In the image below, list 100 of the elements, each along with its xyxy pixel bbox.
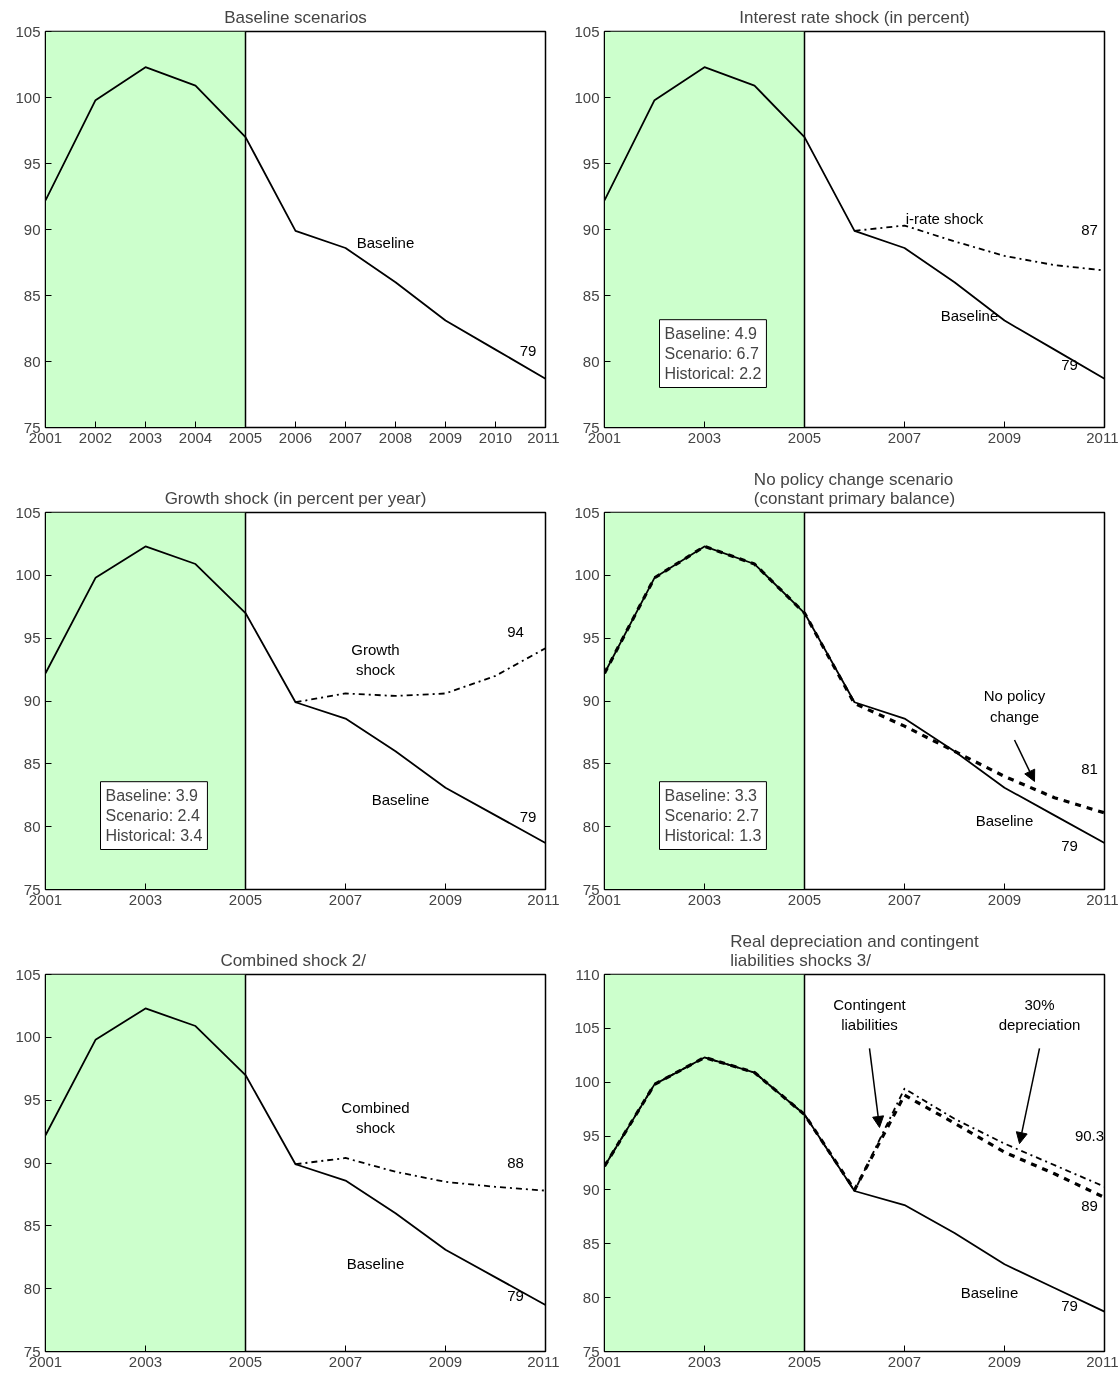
y-tick-label: 95 — [23, 629, 41, 647]
data-label: 94 — [507, 622, 524, 640]
y-tick-label: 105 — [15, 965, 41, 983]
x-tick-label: 2011 — [527, 890, 560, 908]
y-tick-label: 90 — [582, 692, 600, 709]
y-tick-label: 80 — [582, 1288, 600, 1306]
x-tick-label: 2003 — [128, 428, 163, 446]
y-tick-label: 105 — [574, 1019, 600, 1037]
annotation: Scenario: 2.4 — [105, 807, 200, 825]
series-label: Baseline — [371, 790, 430, 808]
x-tick-label: 2007 — [328, 428, 363, 446]
y-tick-label: 105 — [574, 22, 600, 40]
data-label: 79 — [519, 341, 537, 359]
x-tick-label: 2009 — [428, 1352, 463, 1370]
chart-title: Combined shock 2/ — [220, 950, 367, 970]
y-tick-label: 100 — [574, 566, 600, 584]
y-tick-label: 80 — [23, 352, 41, 370]
y-tick-label: 85 — [582, 1234, 600, 1252]
x-tick-label: 2007 — [887, 1352, 922, 1370]
series-label: Baseline — [975, 811, 1034, 829]
x-tick-label: 2003 — [128, 890, 163, 908]
series-label: Baseline — [960, 1283, 1019, 1301]
chart-title: Growth shock (in percent per year) — [164, 488, 427, 508]
y-tick-label: 95 — [23, 154, 41, 172]
x-tick-label: 2006 — [278, 428, 313, 446]
y-tick-label: 95 — [23, 1091, 41, 1109]
x-tick-label: 2005 — [228, 428, 263, 446]
data-label: 81 — [1081, 759, 1098, 777]
x-tick-label: 2005 — [787, 890, 822, 908]
series-label: Combined shock — [341, 1099, 410, 1137]
x-tick-label: 2005 — [228, 890, 263, 908]
annotation: Historical: 3.4 — [105, 827, 203, 845]
y-tick-label: 85 — [23, 754, 41, 772]
x-tick-label: 2011 — [1086, 428, 1119, 446]
text: Contingent liabilities — [833, 995, 907, 1034]
y-tick-label: 80 — [582, 352, 600, 370]
x-tick-label: 2009 — [987, 428, 1022, 446]
annotation: Baseline: 3.9 — [105, 786, 199, 804]
y-tick-label: 80 — [23, 817, 41, 835]
x-tick-label: 2010 — [478, 428, 513, 446]
y-tick-label: 95 — [582, 154, 600, 172]
y-tick-label: 100 — [15, 1028, 41, 1046]
y-tick-label: 95 — [582, 1127, 600, 1145]
series-label: Baseline — [346, 1255, 405, 1273]
y-tick-label: 110 — [575, 965, 600, 983]
chart-title: Real depreciation and contingent liabilities shocks 3/ — [730, 931, 980, 970]
x-tick-label: 2009 — [428, 428, 463, 446]
y-tick-label: 105 — [15, 503, 41, 521]
text: 30% depreciation — [998, 995, 1081, 1034]
chart-title: Baseline scenarios — [224, 7, 367, 27]
y-tick-label: 100 — [574, 1073, 600, 1091]
x-tick-label: 2003 — [128, 1352, 163, 1370]
y-tick-label: 90 — [582, 220, 600, 238]
x-tick-label: 2002 — [78, 428, 113, 446]
x-tick-label: 2009 — [428, 890, 463, 908]
data-label: 88 — [507, 1154, 524, 1171]
y-tick-label: 85 — [23, 286, 41, 304]
y-tick-label: 80 — [582, 817, 600, 835]
y-tick-label: 90 — [23, 692, 41, 709]
text: No policy change — [983, 687, 1046, 725]
x-tick-label: 2003 — [687, 1352, 722, 1370]
data-label: 79 — [507, 1287, 524, 1305]
data-label: 87 — [1081, 220, 1098, 238]
y-tick-label: 95 — [582, 629, 600, 647]
y-tick-label: 100 — [15, 566, 41, 584]
chart-title: No policy change scenario (constant primary balance) — [753, 469, 956, 508]
x-tick-label: 2008 — [378, 428, 413, 446]
y-tick-label: 90 — [23, 1154, 41, 1171]
annotation: Baseline: 4.9 — [664, 324, 758, 342]
x-tick-label: 2009 — [987, 890, 1022, 908]
y-tick-label: 90 — [582, 1180, 600, 1198]
y-tick-label: 85 — [23, 1216, 41, 1234]
data-label: 89 — [1081, 1197, 1098, 1215]
x-tick-label: 2007 — [887, 890, 922, 908]
y-tick-label: 80 — [23, 1279, 41, 1297]
y-tick-label: 105 — [15, 22, 41, 40]
x-tick-label: 2007 — [887, 428, 922, 446]
y-tick-label: 85 — [582, 286, 600, 304]
data-label: 79 — [1061, 1297, 1078, 1315]
annotation: Historical: 1.3 — [664, 827, 762, 845]
series-label: Baseline — [940, 306, 999, 324]
x-tick-label: 2007 — [328, 890, 363, 908]
x-tick-label: 2005 — [228, 1352, 263, 1370]
x-tick-label: 2003 — [687, 890, 722, 908]
y-tick-label: 85 — [582, 754, 600, 772]
annotation: Baseline: 3.3 — [664, 786, 758, 804]
x-tick-label: 2004 — [178, 428, 213, 446]
x-tick-label: 2003 — [687, 428, 722, 446]
data-label: 79 — [519, 807, 537, 825]
y-tick-label: 90 — [23, 220, 41, 238]
chart-title: Interest rate shock (in percent) — [739, 7, 970, 27]
data-label: 90.3 — [1074, 1127, 1105, 1145]
annotation: Scenario: 2.7 — [664, 807, 759, 825]
y-tick-label: 100 — [574, 88, 600, 106]
series-label: Growth shock — [351, 640, 400, 679]
data-label: 79 — [1061, 836, 1078, 854]
x-tick-label: 2011 — [527, 428, 560, 446]
y-tick-label: 100 — [15, 88, 41, 106]
series-label: Baseline — [356, 234, 415, 252]
x-tick-label: 2005 — [787, 1352, 822, 1370]
